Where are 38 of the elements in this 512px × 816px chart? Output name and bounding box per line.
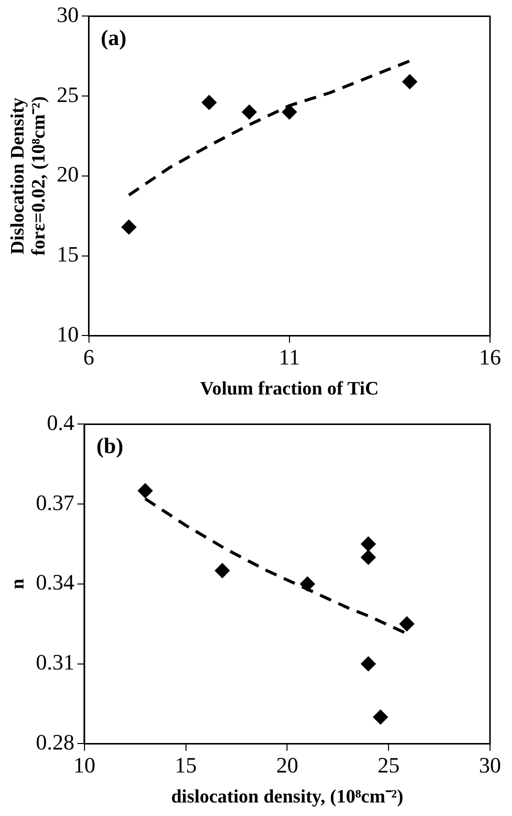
y-tick-label: 15 (56, 242, 79, 267)
x-tick-label: 20 (276, 752, 298, 778)
y-tick-label: 0.31 (36, 650, 74, 675)
point (202, 94, 217, 110)
point (282, 104, 297, 120)
point (360, 656, 376, 672)
point (300, 576, 315, 592)
point (121, 220, 136, 235)
point (402, 74, 418, 90)
x-tick-label: 16 (479, 344, 501, 370)
point (242, 104, 257, 120)
x-axis-title: dislocation density, (10⁸cm⁻²) (171, 786, 404, 808)
line-series (127, 59, 412, 197)
y-tick-label: 0.4 (46, 410, 74, 435)
y-axis-title: n (7, 578, 28, 590)
point (360, 536, 376, 552)
y-tick-label: 25 (56, 82, 79, 107)
annotation: (b) (96, 432, 124, 458)
x-axis-title: Volum fraction of TiC (200, 378, 379, 400)
y-tick-label: 10 (56, 321, 79, 346)
y-axis-title: Dislocation Density forε=0.02, (10⁸cm⁻²) (7, 96, 50, 256)
point (360, 550, 376, 565)
y-tick-label: 0.28 (36, 729, 74, 754)
x-tick-label: 11 (278, 344, 300, 370)
y-tick-label: 0.34 (36, 570, 74, 595)
y-tick-label: 20 (56, 162, 79, 187)
annotation: (a) (100, 24, 126, 50)
x-tick-label: 15 (174, 752, 197, 778)
point (372, 710, 388, 725)
point (138, 483, 153, 498)
x-tick-label: 6 (83, 344, 94, 370)
x-tick-label: 30 (479, 752, 501, 778)
x-tick-label: 10 (73, 752, 96, 778)
point (214, 563, 230, 578)
point (399, 616, 414, 632)
x-tick-label: 25 (378, 752, 400, 778)
y-tick-label: 0.37 (36, 490, 74, 515)
y-tick-label: 30 (56, 2, 79, 27)
